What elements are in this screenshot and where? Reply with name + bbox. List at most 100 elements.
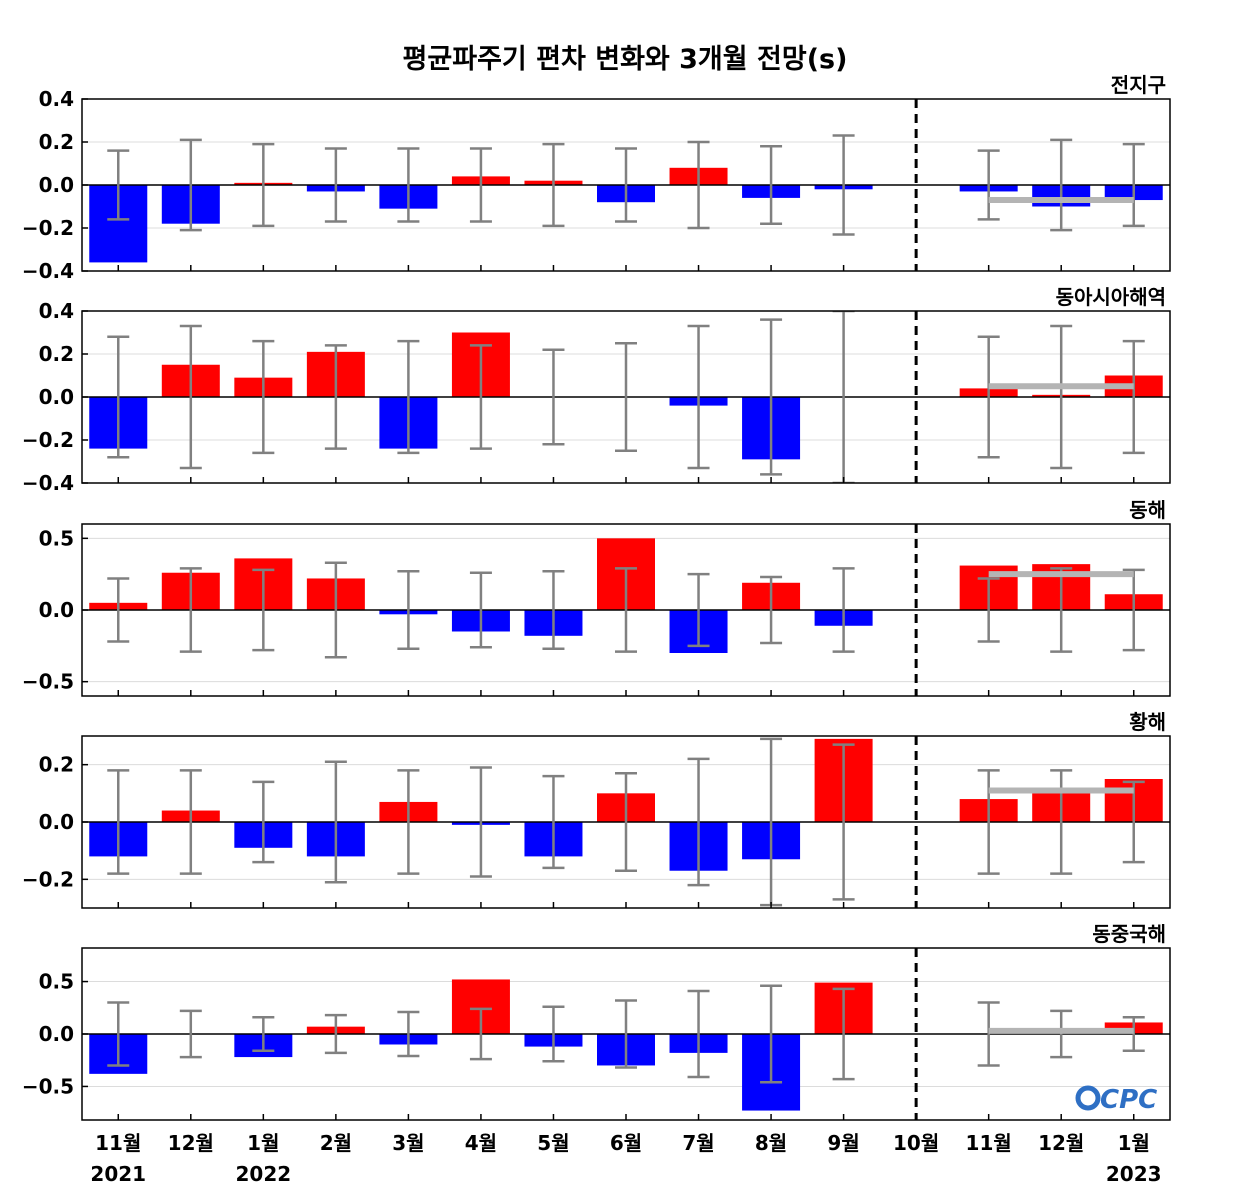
x-label-14: 12월 [1038, 1131, 1084, 1155]
error-bar-5-4 [324, 1013, 347, 1055]
error-bar-1-10 [760, 145, 783, 225]
y-tick-label: 0.4 [39, 87, 74, 111]
error-bar-3-9 [687, 572, 710, 648]
y-tick-label: −0.5 [22, 670, 74, 694]
error-bar-5-6 [469, 1007, 492, 1061]
error-bar-4-9 [687, 757, 710, 887]
chart-title: 평균파주기 편차 변화와 3개월 전망(s) [403, 44, 848, 75]
error-bar-3-10 [760, 575, 783, 645]
error-bar-2-6 [469, 344, 492, 450]
panel-label-5: 동중국해 [1092, 922, 1166, 946]
error-bar-1-2 [179, 138, 202, 232]
error-bar-1-6 [469, 147, 492, 223]
panels: 0.4 0.2 0.0 −0.2 −0.4 전지구 0.4 0.2 0.0 −0.2 −0.4 동아시… [22, 73, 1171, 1121]
error-bar-2-4 [324, 344, 347, 450]
error-bar-5-10 [760, 984, 783, 1084]
x-label-13: 11월 [966, 1131, 1012, 1155]
error-bar-1-7 [542, 142, 565, 228]
panel-content [82, 311, 1170, 483]
error-bar-1-13 [977, 149, 1000, 221]
year-label-2021: 2021 [90, 1162, 146, 1186]
year-label-2022: 2022 [235, 1162, 291, 1186]
panel-3: 0.5 0.0 −0.5 동해 [22, 498, 1171, 697]
x-label-9: 7월 [682, 1131, 714, 1155]
error-bar-2-9 [687, 324, 710, 470]
error-bar-5-3 [252, 1015, 275, 1053]
error-bar-1-11 [832, 134, 855, 236]
error-bar-4-5 [397, 769, 420, 875]
error-bar-5-9 [687, 989, 710, 1079]
error-bar-5-15 [1122, 1015, 1145, 1053]
x-label-8: 6월 [610, 1131, 642, 1155]
y-tick-label: 0.2 [39, 342, 74, 366]
y-tick-label: −0.2 [22, 216, 74, 240]
error-bar-2-8 [615, 342, 637, 452]
x-label-10: 8월 [755, 1131, 787, 1155]
error-bar-3-8 [615, 567, 637, 653]
error-bar-1-3 [252, 142, 275, 228]
error-bar-3-6 [469, 571, 492, 649]
x-label-11: 9월 [827, 1131, 859, 1155]
error-bar-2-15 [1122, 339, 1145, 455]
panel-content [82, 979, 1170, 1111]
x-label-15: 1월 [1118, 1131, 1150, 1155]
cpc-logo-mark [1075, 1085, 1101, 1111]
panel-1: 0.4 0.2 0.0 −0.2 −0.4 전지구 [22, 73, 1171, 283]
error-bar-4-4 [324, 760, 347, 884]
error-bar-4-3 [252, 780, 275, 864]
error-bar-2-14 [1050, 324, 1073, 470]
error-bar-5-1 [107, 1001, 130, 1067]
x-label-4: 2월 [320, 1131, 352, 1155]
x-axis-labels: 11월 12월 1월 2월 3월 4월 5월 6월 7월 8월 9월 10월 11월 12월 1월 2021 2… [90, 1131, 1161, 1186]
y-tick-label: 0.0 [39, 598, 74, 622]
y-tick-label: 0.4 [39, 299, 74, 323]
error-bar-4-2 [179, 769, 202, 875]
year-label-2023: 2023 [1106, 1162, 1162, 1186]
y-tick-label: −0.5 [22, 1074, 74, 1098]
error-bar-5-8 [615, 999, 637, 1069]
error-bar-4-11 [832, 743, 855, 901]
y-tick-label: 0.2 [39, 130, 74, 154]
error-bar-4-6 [469, 766, 492, 878]
error-bar-2-5 [397, 339, 420, 455]
error-bar-3-7 [542, 570, 565, 650]
x-label-3: 1월 [247, 1131, 279, 1155]
y-tick-label: 0.2 [39, 753, 74, 777]
error-bar-2-3 [252, 339, 275, 455]
error-bar-2-13 [977, 335, 1000, 459]
error-bar-1-9 [687, 140, 710, 230]
error-bar-3-15 [1122, 568, 1145, 652]
error-bar-2-7 [542, 348, 565, 446]
panel-2: 0.4 0.2 0.0 −0.2 −0.4 동아시아해역 [22, 285, 1171, 495]
panel-content [82, 134, 1170, 263]
x-label-2: 12월 [168, 1131, 214, 1155]
y-tick-label: 0.5 [39, 526, 74, 550]
error-bar-4-15 [1122, 780, 1145, 864]
error-bar-4-7 [542, 774, 565, 870]
y-tick-label: −0.4 [22, 471, 74, 495]
y-tick-label: −0.4 [22, 259, 74, 283]
error-bar-2-2 [179, 324, 202, 470]
error-bar-4-1 [107, 769, 130, 875]
y-tick-label: −0.2 [22, 867, 74, 891]
y-tick-label: −0.2 [22, 428, 74, 452]
error-bar-5-13 [977, 1001, 1000, 1067]
error-bar-3-2 [179, 567, 202, 653]
error-bar-1-14 [1050, 138, 1073, 232]
panel-content [82, 538, 1170, 659]
error-bar-4-8 [615, 772, 637, 872]
error-bar-2-1 [107, 335, 130, 459]
error-bar-2-11 [832, 311, 855, 483]
panel-label-3: 동해 [1129, 498, 1166, 522]
panel-5: 0.5 0.0 −0.5 동중국해 [22, 922, 1171, 1121]
cpc-logo-text: CPC [1100, 1085, 1157, 1115]
y-tick-label: 0.0 [39, 173, 74, 197]
error-bar-5-14 [1050, 1009, 1073, 1059]
error-bar-5-2 [179, 1009, 202, 1059]
error-bar-5-5 [397, 1010, 420, 1058]
error-bar-1-1 [107, 149, 130, 221]
panel-4: 0.2 0.0 −0.2 황해 [22, 710, 1171, 909]
x-label-5: 3월 [392, 1131, 424, 1155]
error-bar-3-11 [832, 567, 855, 653]
y-tick-label: 0.0 [39, 385, 74, 409]
